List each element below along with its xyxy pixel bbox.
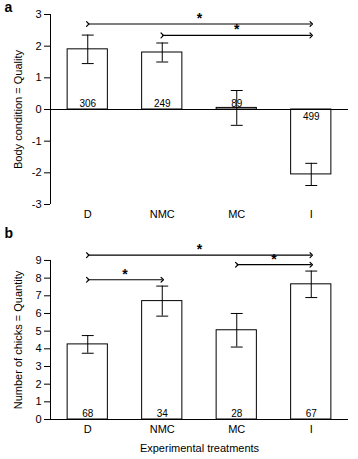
svg-text:-2: -2 [32, 166, 42, 178]
svg-text:0: 0 [35, 413, 41, 425]
svg-text:3: 3 [35, 8, 41, 20]
svg-text:68: 68 [82, 408, 94, 419]
svg-text:b: b [5, 226, 14, 241]
svg-text:*: * [271, 251, 277, 267]
svg-text:3: 3 [35, 360, 41, 372]
svg-text:34: 34 [157, 408, 169, 419]
svg-text:-3: -3 [32, 198, 42, 210]
svg-text:67: 67 [306, 408, 318, 419]
svg-text:306: 306 [79, 98, 96, 109]
svg-text:D: D [84, 423, 92, 435]
svg-text:MC: MC [228, 208, 245, 220]
svg-text:*: * [122, 266, 128, 282]
svg-text:1: 1 [35, 395, 41, 407]
svg-text:9: 9 [35, 254, 41, 266]
svg-text:2: 2 [35, 378, 41, 390]
svg-text:Experimental treatments: Experimental treatments [140, 442, 260, 454]
svg-text:-1: -1 [32, 135, 42, 147]
svg-text:Body condition = Quality: Body condition = Quality [12, 50, 24, 169]
svg-text:499: 499 [303, 111, 320, 122]
svg-text:*: * [234, 21, 240, 37]
svg-text:D: D [84, 208, 92, 220]
svg-text:Number of chicks = Quantity: Number of chicks = Quantity [12, 270, 24, 409]
svg-text:I: I [310, 423, 313, 435]
svg-text:*: * [197, 241, 203, 257]
svg-text:249: 249 [154, 98, 171, 109]
svg-text:2: 2 [35, 40, 41, 52]
svg-text:5: 5 [35, 325, 41, 337]
svg-text:a: a [5, 0, 13, 15]
svg-text:28: 28 [231, 408, 243, 419]
svg-text:7: 7 [35, 289, 41, 301]
svg-text:89: 89 [231, 98, 243, 109]
svg-text:0: 0 [35, 103, 41, 115]
svg-text:MC: MC [228, 423, 245, 435]
svg-text:6: 6 [35, 307, 41, 319]
svg-text:1: 1 [35, 71, 41, 83]
svg-text:*: * [197, 10, 203, 26]
svg-text:NMC: NMC [150, 423, 175, 435]
svg-text:8: 8 [35, 272, 41, 284]
svg-text:4: 4 [35, 342, 41, 354]
svg-text:I: I [310, 208, 313, 220]
svg-text:NMC: NMC [150, 208, 175, 220]
